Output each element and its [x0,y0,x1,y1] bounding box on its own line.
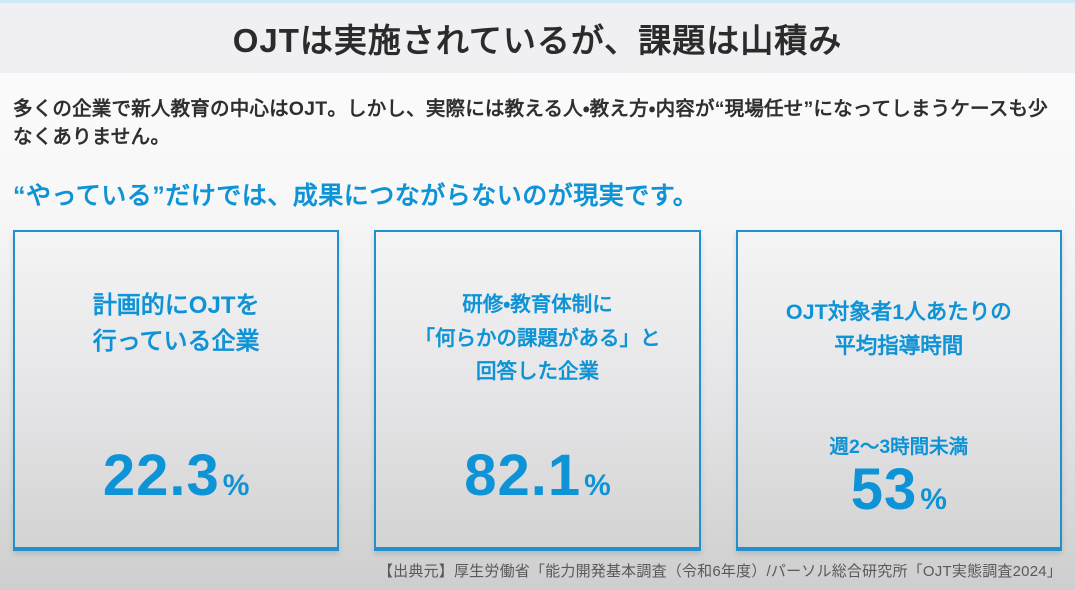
stat-card-title-line: 行っている企業 [92,328,260,356]
stat-card-title: OJT対象者1人あたりの 平均指導時間 [786,296,1012,363]
stat-value-number: 82.1 [464,443,582,509]
stat-value: 22.3% [103,447,250,505]
stat-value: 53% [851,461,947,519]
stat-card-planned-ojt: 計画的にOJTを 行っている企業 22.3% [13,230,340,552]
stat-card-title: 研修・教育体制に 「何らかの課題がある」と 回答した企業 [414,288,660,388]
stat-card-title-line: 研修・教育体制に [462,293,613,317]
slide-body: 多くの企業で新人教育の中心はOJT。しかし、実際には教える人・教え方・内容が“現… [0,96,1075,552]
slide-footer: 【出典元】厚生労働省「能力開発基本調査（令和6年度）/パーソル総合研究所「OJT… [0,560,1075,581]
source-citation: 【出典元】厚生労働省「能力開発基本調査（令和6年度）/パーソル総合研究所「OJT… [377,563,1062,581]
stat-value-number: 53 [850,457,918,523]
intro-text: 多くの企業で新人教育の中心はOJT。しかし、実際には教える人・教え方・内容が“現… [13,98,1048,148]
stat-cards: 計画的にOJTを 行っている企業 22.3% 研修・教育体制に 「何らかの課題が… [13,230,1062,552]
page-title: OJTは実施されているが、課題は山積み [232,22,843,59]
top-accent-strip [0,0,1075,3]
slide-header: OJTは実施されているが、課題は山積み [0,3,1075,73]
stat-card-title-line: 回答した企業 [475,359,599,383]
stat-value: 82.1% [464,447,611,505]
stat-card-title-line: 「何らかの課題がある」と [414,326,661,350]
stat-card-title-line: 平均指導時間 [834,333,964,358]
stat-value-number: 22.3 [102,443,220,509]
lead-text: “やっている”だけでは、成果につながらないのが現実です。 [13,182,699,211]
stat-value-unit: % [584,469,611,503]
stat-card-title-line: OJT対象者1人あたりの [785,300,1012,325]
stat-value-unit: % [222,469,250,503]
stat-card-average-guidance-time: OJT対象者1人あたりの 平均指導時間 週2〜3時間未満 53% [735,230,1062,552]
stat-card-title-line: 計画的にOJTを [92,292,260,320]
stat-card-subtitle: 週2〜3時間未満 [829,436,969,459]
stat-value-unit: % [920,483,947,517]
stat-card-training-issues: 研修・教育体制に 「何らかの課題がある」と 回答した企業 82.1% [374,230,701,552]
stat-card-title: 計画的にOJTを 行っている企業 [93,288,260,360]
